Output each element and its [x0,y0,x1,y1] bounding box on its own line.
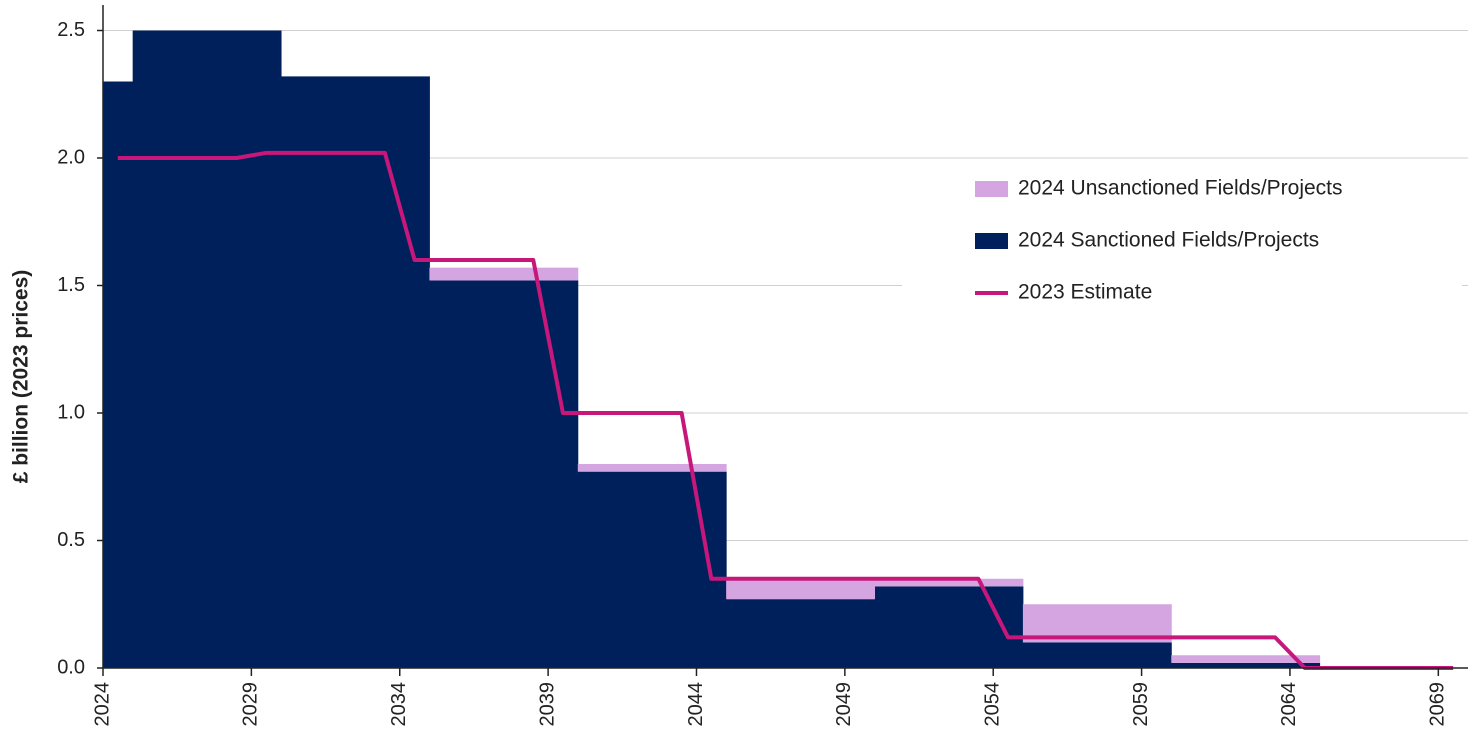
line-series [117,150,1454,670]
step-bar [103,81,134,668]
step-bar [874,586,1024,668]
legend-label: 2024 Sanctioned Fields/Projects [1018,229,1319,252]
step-bar [1171,655,1321,663]
step-bar [726,578,876,600]
step-bar [577,471,727,668]
step-bar [429,267,579,281]
legend-label: 2024 Unsanctioned Fields/Projects [1018,177,1343,200]
legend: 2024 Unsanctioned Fields/Projects 2024 Sa… [902,168,1462,313]
step-bar [726,599,876,668]
step-bar [874,578,1024,587]
legend-label: 2023 Estimate [1018,281,1152,304]
y-tick-label: 2.0 [57,146,85,168]
step-bar [1022,642,1172,668]
y-axis-title: £ billion (2023 prices) [10,270,33,484]
x-tick-label: 2069 [1427,682,1449,727]
x-tick-label: 2054 [981,682,1003,727]
legend-swatch [975,181,1008,197]
y-tick-label: 2.5 [57,19,85,41]
legend-swatch [975,233,1008,249]
step-bar [132,30,282,668]
x-tick-label: 2049 [833,682,855,727]
x-tick-label: 2024 [91,682,113,727]
x-tick-label: 2064 [1278,682,1300,727]
x-tick-label: 2059 [1130,682,1152,727]
y-tick-label: 1.0 [57,401,85,423]
y-tick-label: 1.5 [57,274,85,296]
step-bar [281,76,430,668]
step-bar [577,464,727,472]
x-tick-label: 2039 [536,682,558,727]
x-tick-label: 2044 [685,682,707,727]
y-tick-label: 0.5 [57,529,85,551]
x-tick-label: 2034 [388,682,410,727]
step-bar [1171,662,1321,668]
step-bar [429,280,579,668]
y-tick-label: 0.0 [57,656,85,678]
x-tick-label: 2029 [240,682,262,727]
